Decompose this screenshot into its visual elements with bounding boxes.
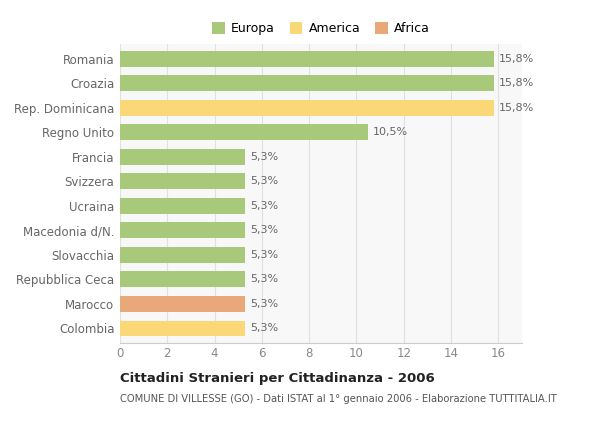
- Text: 15,8%: 15,8%: [499, 78, 533, 88]
- Text: 15,8%: 15,8%: [499, 54, 533, 64]
- Bar: [120, 247, 245, 263]
- Bar: [120, 271, 245, 287]
- Bar: [120, 51, 494, 67]
- Bar: [120, 149, 245, 165]
- Bar: [120, 198, 245, 214]
- Text: 15,8%: 15,8%: [499, 103, 533, 113]
- Text: 5,3%: 5,3%: [250, 152, 278, 162]
- Bar: [120, 320, 245, 337]
- Bar: [120, 296, 245, 312]
- Bar: [120, 75, 494, 91]
- Bar: [120, 173, 245, 189]
- Text: 5,3%: 5,3%: [250, 299, 278, 309]
- Text: COMUNE DI VILLESSE (GO) - Dati ISTAT al 1° gennaio 2006 - Elaborazione TUTTITALI: COMUNE DI VILLESSE (GO) - Dati ISTAT al …: [120, 394, 557, 404]
- Text: 5,3%: 5,3%: [250, 323, 278, 334]
- Bar: [120, 125, 368, 140]
- Text: 5,3%: 5,3%: [250, 250, 278, 260]
- Text: 5,3%: 5,3%: [250, 225, 278, 235]
- Text: 5,3%: 5,3%: [250, 201, 278, 211]
- Text: Cittadini Stranieri per Cittadinanza - 2006: Cittadini Stranieri per Cittadinanza - 2…: [120, 372, 435, 385]
- Text: 10,5%: 10,5%: [373, 127, 408, 137]
- Bar: [120, 222, 245, 238]
- Text: 5,3%: 5,3%: [250, 176, 278, 186]
- Legend: Europa, America, Africa: Europa, America, Africa: [207, 17, 435, 40]
- Text: 5,3%: 5,3%: [250, 275, 278, 284]
- Bar: [120, 100, 494, 116]
